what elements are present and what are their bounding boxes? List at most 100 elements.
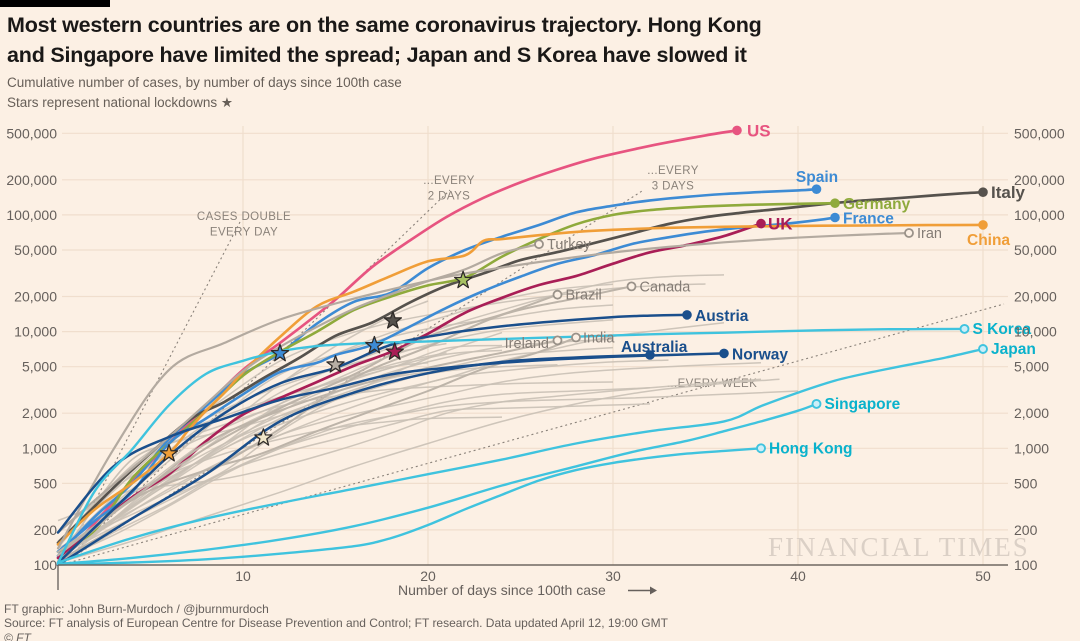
series-dot-brazil — [552, 289, 563, 300]
background-country-line-12 — [57, 349, 503, 566]
series-label-austria: Austria — [695, 308, 749, 325]
series-label-turkey: Turkey — [547, 237, 592, 253]
financial-times-watermark: FINANCIAL TIMES — [768, 532, 1030, 562]
title-line-1: Most western countries are on the same c… — [7, 13, 762, 37]
background-country-line-18 — [57, 362, 762, 553]
series-label-s-korea: S Korea — [973, 321, 1032, 338]
series-label-germany: Germany — [843, 196, 911, 213]
guide-label-1-1: 2 DAYS — [428, 191, 470, 203]
lockdown-star-lockdown-4 — [326, 355, 345, 373]
background-country-line-1 — [57, 274, 725, 561]
series-line-brazil — [57, 293, 559, 557]
series-label-us: US — [747, 121, 771, 140]
y-tick-label-left-200: 200 — [34, 522, 58, 538]
lockdown-star-lockdown-2 — [254, 428, 273, 446]
background-country-line-16 — [57, 359, 669, 557]
y-tick-label-right-5000: 5,000 — [1014, 359, 1049, 375]
y-tick-label-right-500000: 500,000 — [1014, 125, 1065, 141]
series-line-singapore — [56, 402, 818, 566]
y-tick-label-right-100000: 100,000 — [1014, 207, 1065, 223]
y-tick-label-left-100000: 100,000 — [6, 207, 57, 223]
background-country-line-22 — [57, 403, 651, 566]
series-dot-spain — [811, 184, 822, 194]
page-title: Most western countries are on the same c… — [7, 10, 907, 70]
footer-copyright: © FT — [4, 630, 31, 641]
series-line-iran — [56, 231, 911, 550]
series-line-china — [56, 223, 985, 546]
series-label-india: India — [583, 331, 615, 347]
series-dot-turkey — [534, 239, 544, 250]
ft-brand-bar — [0, 0, 110, 7]
guide-label-0-1: EVERY DAY — [210, 227, 278, 239]
series-label-spain: Spain — [796, 169, 838, 186]
guide-label-2-0: ...EVERY — [647, 165, 699, 177]
series-label-singapore: Singapore — [825, 396, 901, 413]
series-dot-australia — [645, 350, 655, 360]
guide-label-1-0: ...EVERY — [423, 175, 475, 187]
guide-line-1 — [63, 189, 451, 563]
series-line-italy — [56, 190, 985, 545]
lockdown-star-spain — [270, 343, 290, 362]
footer-credit: FT graphic: John Burn-Murdoch / @jburnmu… — [4, 602, 269, 616]
series-label-ireland: Ireland — [505, 336, 549, 352]
series-label-japan: Japan — [991, 341, 1036, 358]
series-label-iran: Iran — [917, 226, 942, 242]
series-dot-ireland — [552, 335, 563, 346]
background-country-line-21 — [57, 387, 651, 557]
series-dot-canada — [626, 281, 637, 292]
series-line-ireland — [57, 339, 559, 554]
lockdown-star-china — [159, 443, 179, 462]
series-dot-uk — [756, 218, 766, 229]
y-tick-label-right-2000: 2,000 — [1014, 405, 1049, 421]
series-line-france — [56, 216, 837, 553]
series-line-uk — [56, 222, 763, 560]
x-tick-label-20: 20 — [420, 568, 436, 584]
x-tick-label-30: 30 — [605, 568, 621, 584]
series-label-france: France — [843, 210, 894, 227]
y-tick-label-right-1000: 1,000 — [1014, 440, 1049, 456]
series-dot-japan — [978, 344, 988, 354]
subtitle-line-2: Stars represent national lockdowns ★ — [7, 94, 233, 110]
y-tick-label-right-200000: 200,000 — [1014, 172, 1065, 188]
chart-subtitle: Cumulative number of cases, by number of… — [7, 73, 707, 112]
x-axis-title: Number of days since 100th case — [398, 582, 606, 598]
y-tick-label-right-100: 100 — [1014, 557, 1038, 573]
y-tick-label-left-20000: 20,000 — [14, 288, 57, 304]
background-country-line-17 — [57, 363, 558, 549]
series-dot-singapore — [811, 398, 822, 409]
series-dot-france — [830, 212, 840, 223]
series-line-japan — [56, 347, 985, 564]
background-country-line-20 — [57, 381, 614, 549]
series-line-germany — [56, 201, 837, 553]
lockdown-star-france — [365, 335, 384, 354]
lockdown-star-italy — [383, 311, 403, 329]
series-dot-hong-kong — [756, 443, 766, 454]
series-line-hong-kong — [56, 447, 763, 566]
y-tick-label-right-20000: 20,000 — [1014, 288, 1057, 304]
series-line-norway — [56, 352, 726, 534]
y-tick-label-left-10000: 10,000 — [14, 324, 57, 340]
series-label-italy: Italy — [991, 183, 1026, 202]
x-tick-label-10: 10 — [235, 568, 251, 584]
series-label-canada: Canada — [640, 279, 692, 295]
series-label-china: China — [967, 232, 1010, 249]
background-country-line-23 — [57, 416, 503, 553]
y-tick-label-right-200: 200 — [1014, 522, 1038, 538]
y-tick-label-right-500: 500 — [1014, 475, 1038, 491]
series-dot-us — [732, 125, 742, 136]
title-line-2: and Singapore have limited the spread; J… — [7, 43, 747, 67]
y-tick-label-left-500000: 500,000 — [6, 125, 57, 141]
series-label-australia: Australia — [621, 339, 688, 356]
series-label-brazil: Brazil — [566, 288, 602, 304]
series-dot-germany — [830, 198, 840, 208]
subtitle-line-1: Cumulative number of cases, by number of… — [7, 75, 402, 90]
series-line-s-korea — [56, 327, 966, 565]
series-label-uk: UK — [768, 215, 793, 234]
x-tick-label-40: 40 — [790, 568, 806, 584]
y-tick-label-right-10000: 10,000 — [1014, 324, 1057, 340]
series-dot-india — [571, 332, 581, 343]
y-tick-label-left-500: 500 — [34, 475, 58, 491]
